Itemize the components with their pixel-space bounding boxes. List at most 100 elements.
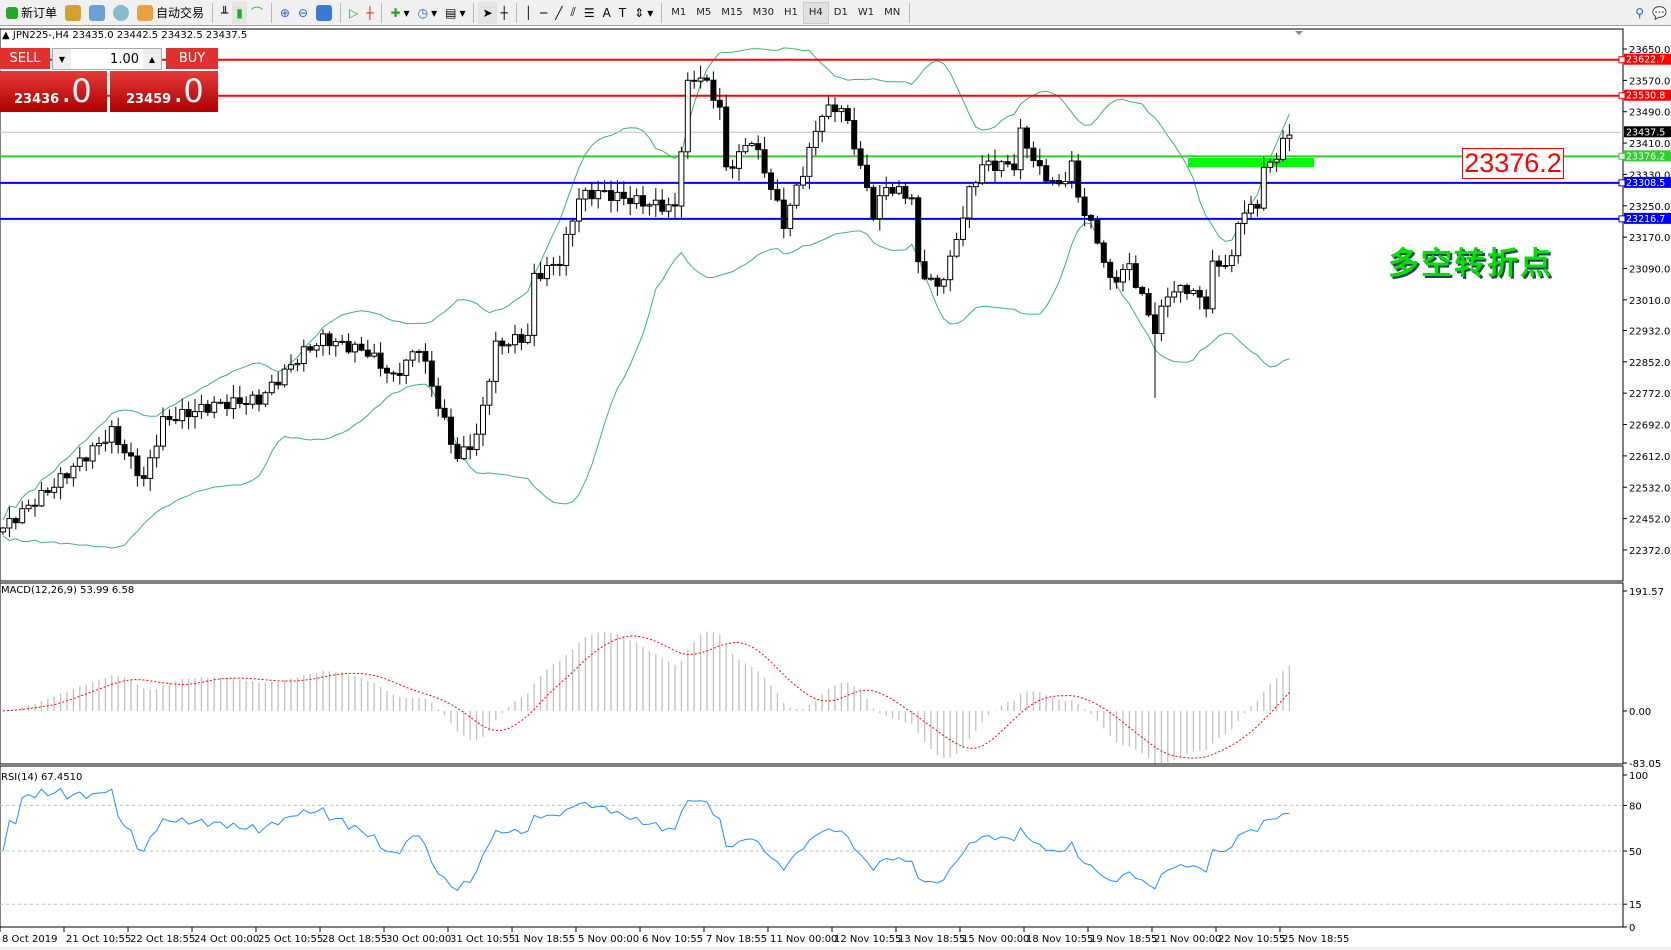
trendline-button[interactable]: ╱ — [551, 2, 566, 24]
candle-body — [1132, 263, 1139, 288]
text-icon: A — [602, 5, 611, 20]
zoom-out-button[interactable]: ⊖ — [294, 2, 312, 24]
volume-decrease-button[interactable]: ▼ — [53, 49, 71, 69]
price-tick-label: 22692.0 — [1629, 421, 1670, 432]
volume-stepper[interactable]: ▼ ▲ — [52, 48, 162, 70]
indicators-button[interactable]: ✚ ▾ — [390, 5, 410, 20]
fibonacci-button[interactable]: ☰ — [580, 2, 599, 24]
equidistant-channel-button[interactable]: ⫽ — [566, 2, 579, 24]
zoom-in-button[interactable]: ⊕ — [276, 2, 294, 24]
candle-body — [294, 363, 301, 366]
candle — [1171, 281, 1178, 303]
time-label: 22 Nov 10:55 — [1218, 934, 1285, 945]
search-button[interactable]: ⚲ — [1631, 2, 1648, 24]
volume-increase-button[interactable]: ▲ — [143, 49, 161, 69]
candle — [544, 256, 550, 287]
candle-body — [345, 340, 352, 353]
timeframe-m30[interactable]: M30 — [752, 7, 774, 18]
timeframe-mn[interactable]: MN — [884, 7, 901, 18]
candle — [1139, 285, 1146, 296]
timeframe-h1[interactable]: H1 — [783, 7, 798, 18]
signal-icon — [113, 4, 130, 21]
sell-button[interactable]: SELL — [0, 48, 50, 70]
candle — [921, 249, 928, 281]
candle-body — [742, 145, 749, 153]
candle-body — [1286, 134, 1293, 139]
chart-window[interactable]: 23650.0 23570.0 23490.0 23410.0 23330.0 23250… — [0, 27, 1671, 950]
text-label-button[interactable]: T — [615, 2, 630, 24]
terminal-button[interactable] — [85, 2, 109, 24]
arrows-button[interactable]: ⇕ ▾ — [634, 5, 654, 20]
candle — [32, 498, 38, 517]
candle-body — [947, 255, 954, 281]
timeframe-d1[interactable]: D1 — [833, 7, 848, 18]
auto-scroll-button[interactable]: ▷ — [345, 2, 362, 24]
chat-button[interactable]: 💬 — [1648, 2, 1671, 24]
candle — [1228, 249, 1235, 273]
sell-price[interactable]: 23436.0 — [0, 71, 107, 112]
price-line-label: 23530.8 — [1626, 91, 1665, 102]
candle-body — [352, 343, 358, 353]
candle-body — [819, 115, 826, 132]
chart-canvas[interactable]: 23650.0 23570.0 23490.0 23410.0 23330.0 23250… — [0, 27, 1671, 950]
timeframe-h4[interactable]: H4 — [802, 1, 829, 24]
candle — [857, 141, 864, 170]
candlestick-button[interactable]: ▮ — [232, 1, 247, 24]
candle-body — [1068, 160, 1075, 182]
price-line-label: 23376.2 — [1626, 151, 1665, 162]
cursor-button[interactable]: ➤ — [478, 1, 497, 24]
periods-button[interactable]: ◷ ▾ — [417, 5, 438, 20]
time-label: 30 Oct 00:00 — [386, 934, 451, 945]
candle-body — [422, 350, 429, 362]
crosshair-button[interactable]: ┼ — [497, 2, 512, 24]
time-label: 8 Oct 2019 — [2, 934, 57, 945]
horizontal-line-button[interactable]: ─ — [536, 2, 551, 24]
candle — [83, 456, 90, 472]
buy-button[interactable]: BUY — [166, 48, 218, 70]
time-label: 6 Nov 10:55 — [642, 934, 703, 945]
candle-body — [1062, 180, 1069, 185]
timeframe-w1[interactable]: W1 — [857, 7, 875, 18]
templates-button[interactable]: ▤ ▾ — [445, 5, 466, 20]
time-label: 19 Nov 18:55 — [1090, 934, 1157, 945]
new-order-button[interactable]: 新订单 — [2, 2, 61, 24]
bollinger-lower-band — [2, 222, 1290, 549]
bar-chart-button[interactable]: ╨ — [217, 2, 232, 24]
timeframe-m15[interactable]: M15 — [721, 7, 743, 18]
price-label-box[interactable]: 23376.2 — [1462, 148, 1564, 179]
meta-editor-button[interactable] — [61, 2, 85, 24]
candle — [441, 399, 448, 421]
trendline-icon: ╱ — [555, 5, 563, 20]
candle-body — [544, 264, 550, 280]
candle-body — [960, 217, 966, 241]
rsi-line — [2, 787, 1290, 892]
candle — [211, 396, 218, 419]
candle-body — [646, 204, 653, 207]
tile-windows-button[interactable] — [312, 2, 336, 24]
candle — [825, 95, 832, 120]
candle — [806, 142, 813, 190]
vertical-line-button[interactable]: │ — [521, 2, 536, 24]
candle-body — [857, 148, 864, 166]
chart-shift-button[interactable]: ┼ — [362, 2, 377, 24]
timeframe-m1[interactable]: M1 — [671, 7, 687, 18]
auto-trading-button[interactable]: 自动交易 — [133, 2, 208, 24]
text-button[interactable]: A — [599, 2, 615, 24]
candle-body — [358, 343, 365, 351]
annotation-text[interactable]: 多空转折点 — [1388, 246, 1553, 282]
macd-label: MACD(12,26,9) 53.99 6.58 — [1, 585, 135, 596]
candle-body — [1203, 296, 1210, 310]
cursor-icon: ➤ — [482, 5, 493, 20]
candle — [307, 343, 314, 353]
line-chart-button[interactable]: ⌒ — [247, 2, 267, 24]
buy-price[interactable]: 23459.0 — [110, 71, 218, 112]
signals-button[interactable] — [109, 2, 133, 24]
macd-frame — [0, 582, 1624, 765]
timeframe-m5[interactable]: M5 — [696, 7, 712, 18]
candle-body — [38, 490, 45, 507]
time-label: 5 Nov 00:00 — [578, 934, 639, 945]
candle — [473, 423, 480, 456]
candle — [979, 155, 986, 186]
volume-input[interactable] — [71, 49, 143, 69]
candle-body — [1216, 260, 1222, 267]
